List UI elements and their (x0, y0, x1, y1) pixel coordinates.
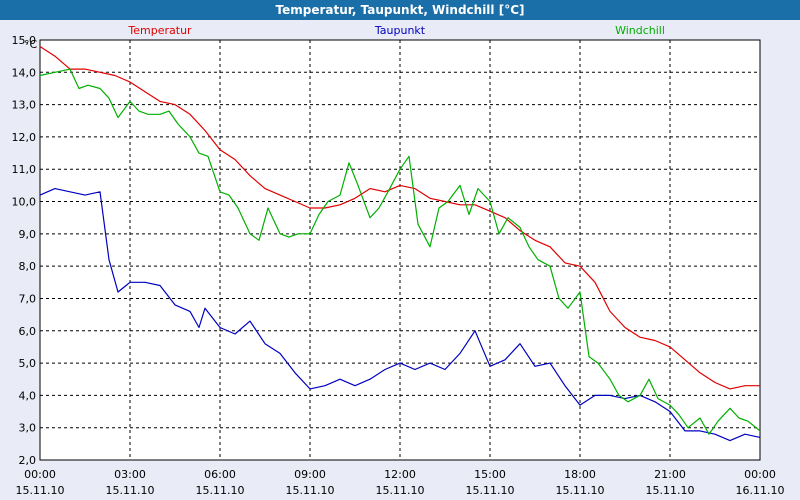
series-layer (39, 45, 761, 442)
x-tick-date: 15.11.10 (106, 484, 155, 497)
y-tick-label: 12,0 (12, 131, 37, 144)
x-tick-time: 18:00 (564, 468, 596, 481)
y-tick-label: 7,0 (19, 292, 37, 305)
y-tick-label: 11,0 (12, 163, 37, 176)
y-tick-label: 14,0 (12, 66, 37, 79)
y-tick-label: 9,0 (19, 228, 37, 241)
y-tick-label: 15,0 (12, 34, 37, 47)
x-tick-date: 16.11.10 (736, 484, 785, 497)
x-tick-time: 21:00 (654, 468, 686, 481)
x-tick-date: 15.11.10 (196, 484, 245, 497)
x-tick-date: 15.11.10 (466, 484, 515, 497)
x-tick-time: 03:00 (114, 468, 146, 481)
y-tick-label: 3,0 (19, 422, 37, 435)
x-tick-time: 12:00 (384, 468, 416, 481)
y-tick-label: 2,0 (19, 454, 37, 467)
x-tick-time: 15:00 (474, 468, 506, 481)
x-tick-date: 15.11.10 (286, 484, 335, 497)
series-line-temperatur (39, 45, 760, 390)
x-tick-date: 15.11.10 (16, 484, 65, 497)
y-tick-label: 8,0 (19, 260, 37, 273)
series-line-windchill (39, 68, 761, 435)
x-tick-date: 15.11.10 (376, 484, 425, 497)
legend-temperatur: Temperatur (127, 24, 192, 37)
legend-windchill: Windchill (615, 24, 665, 37)
legend: Temperatur Taupunkt Windchill (127, 24, 665, 37)
x-tick-time: 09:00 (294, 468, 326, 481)
y-tick-label: 10,0 (12, 196, 37, 209)
x-tick-date: 15.11.10 (556, 484, 605, 497)
y-tick-label: 6,0 (19, 325, 37, 338)
x-tick-time: 00:00 (744, 468, 776, 481)
tick-layer: 15,0 14,0 13,0 12,0 11,0 10,0 9,0 8,0 7,0 6,0 5,0 4… (12, 34, 785, 497)
legend-taupunkt: Taupunkt (374, 24, 426, 37)
chart-title: Temperatur, Taupunkt, Windchill [°C] (0, 0, 800, 20)
x-tick-date: 15.11.10 (646, 484, 695, 497)
y-axis-label: °C (24, 38, 38, 51)
y-tick-label: 4,0 (19, 389, 37, 402)
line-chart: 15,0 14,0 13,0 12,0 11,0 10,0 9,0 8,0 7,0 6,0 5,0 4… (12, 24, 785, 497)
x-tick-time: 06:00 (204, 468, 236, 481)
x-tick-time: 00:00 (24, 468, 56, 481)
series-line-taupunkt (39, 188, 761, 442)
y-tick-label: 13,0 (12, 99, 37, 112)
y-tick-label: 5,0 (19, 357, 37, 370)
